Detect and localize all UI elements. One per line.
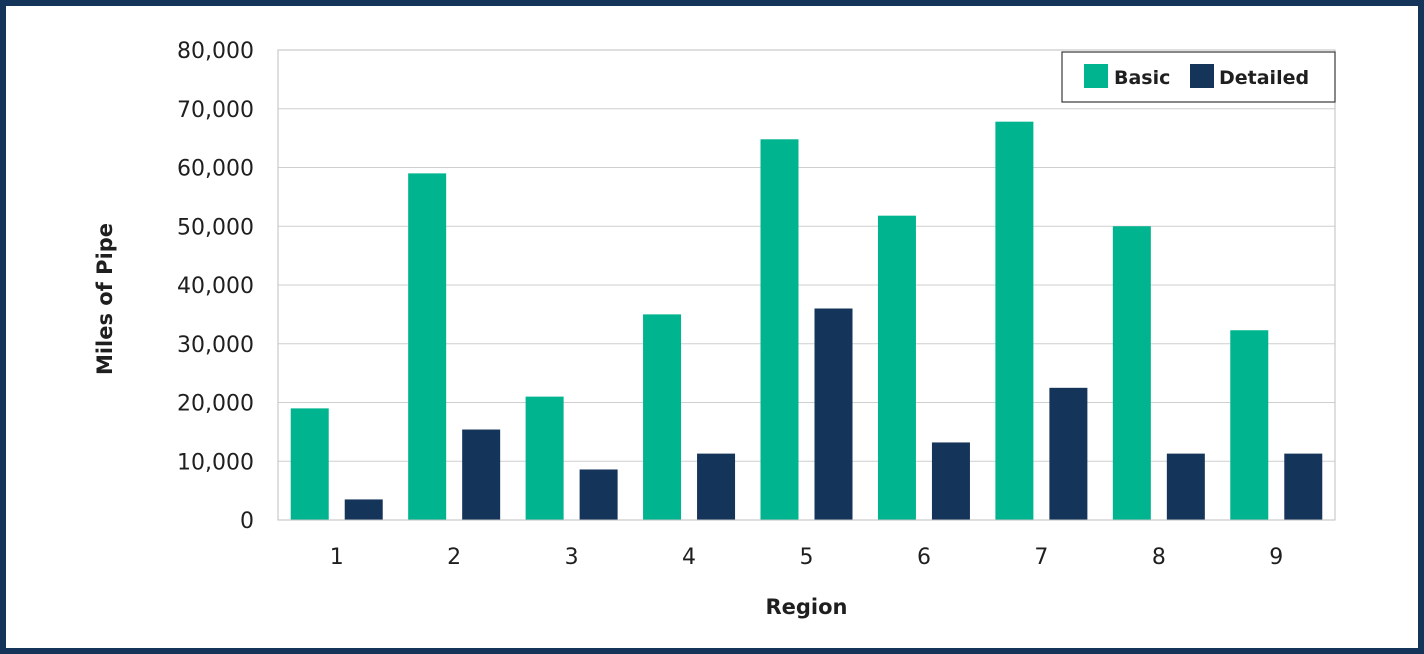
bar-detailed-region-3 <box>579 469 618 520</box>
bar-chart: 0 10,000 20,000 30,000 40,000 50,000 60,000 70,… <box>93 39 1336 619</box>
y-tick-label: 20,000 <box>177 392 254 417</box>
y-tick-label: 0 <box>240 509 254 534</box>
y-tick-label: 50,000 <box>177 215 254 240</box>
bar-basic-region-7 <box>995 121 1034 521</box>
plot-area-border <box>277 49 1336 521</box>
x-tick-label: 2 <box>447 545 461 570</box>
x-tick-label: 3 <box>565 545 579 570</box>
x-tick-label: 7 <box>1034 545 1048 570</box>
y-tick-label: 60,000 <box>177 157 254 182</box>
x-axis-ticks: 1 2 3 4 5 6 7 8 9 <box>330 545 1284 570</box>
legend-swatch-basic <box>1084 64 1108 88</box>
bar-basic-region-1 <box>290 408 329 520</box>
bars <box>290 121 1323 521</box>
y-tick-label: 40,000 <box>177 274 254 299</box>
legend-swatch-detailed <box>1190 64 1214 88</box>
bar-detailed-region-4 <box>697 453 736 520</box>
bar-detailed-region-9 <box>1284 453 1323 520</box>
x-tick-label: 5 <box>800 545 814 570</box>
bar-detailed-region-2 <box>462 429 501 520</box>
y-tick-label: 10,000 <box>177 450 254 475</box>
legend-label-basic: Basic <box>1114 67 1170 89</box>
bar-basic-region-9 <box>1230 330 1269 520</box>
bar-detailed-region-5 <box>814 308 853 520</box>
x-tick-label: 6 <box>917 545 931 570</box>
bar-basic-region-4 <box>643 314 682 520</box>
x-axis-title: Region <box>765 595 847 619</box>
bar-detailed-region-1 <box>344 499 383 520</box>
bar-detailed-region-7 <box>1049 387 1088 520</box>
bar-basic-region-6 <box>877 215 916 521</box>
legend-label-detailed: Detailed <box>1219 67 1309 89</box>
x-tick-label: 9 <box>1269 545 1283 570</box>
bar-basic-region-2 <box>408 173 447 520</box>
legend: Basic Detailed <box>1061 51 1336 103</box>
x-tick-label: 1 <box>330 545 344 570</box>
y-axis-ticks: 0 10,000 20,000 30,000 40,000 50,000 60,000 70,… <box>177 39 254 534</box>
x-tick-label: 8 <box>1152 545 1166 570</box>
bar-basic-region-8 <box>1112 226 1151 520</box>
y-tick-label: 80,000 <box>177 39 254 64</box>
bar-basic-region-3 <box>525 396 564 520</box>
y-tick-label: 70,000 <box>177 98 254 123</box>
y-tick-label: 30,000 <box>177 333 254 358</box>
bar-detailed-region-6 <box>931 442 970 520</box>
y-axis-title: Miles of Pipe <box>93 223 117 375</box>
bar-detailed-region-8 <box>1166 453 1205 520</box>
x-tick-label: 4 <box>682 545 696 570</box>
bar-basic-region-5 <box>760 139 799 521</box>
